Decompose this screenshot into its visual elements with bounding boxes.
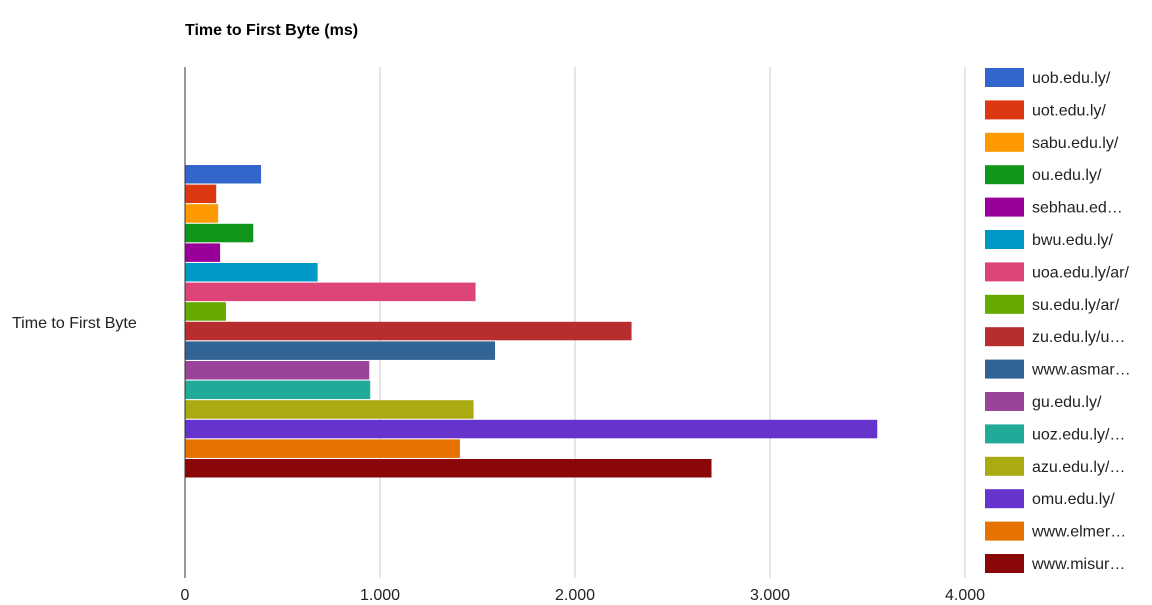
legend-swatch <box>985 100 1024 120</box>
legend-swatch <box>985 392 1024 411</box>
legend-swatch <box>985 521 1024 541</box>
legend-label: ou.edu.ly/ <box>1032 167 1102 184</box>
bar <box>185 243 221 262</box>
bar <box>185 439 460 458</box>
legend-label: www.elmer… <box>1031 524 1126 541</box>
legend-label: sebhau.ed… <box>1032 200 1123 217</box>
legend-label: zu.edu.ly/u… <box>1032 329 1125 346</box>
legend-swatch <box>985 424 1024 444</box>
x-tick-label: 2.000 <box>555 587 595 604</box>
x-tick-label: 4.000 <box>945 587 985 604</box>
legend-swatch <box>985 68 1024 87</box>
legend-label: gu.edu.ly/ <box>1032 394 1102 411</box>
x-tick-label: 3.000 <box>750 587 790 604</box>
legend-label: omu.edu.ly/ <box>1032 491 1115 508</box>
legend-swatch <box>985 262 1024 282</box>
legend-label: azu.edu.ly/… <box>1032 459 1125 476</box>
bar <box>185 380 371 400</box>
legend-swatch <box>985 489 1024 509</box>
legend: uob.edu.ly/uot.edu.ly/sabu.edu.ly/ou.edu… <box>985 68 1131 573</box>
legend-label: sabu.edu.ly/ <box>1032 135 1119 152</box>
bar <box>185 204 219 223</box>
bar <box>185 282 476 302</box>
category-label: Time to First Byte <box>12 315 137 332</box>
chart-title: Time to First Byte (ms) <box>185 22 358 39</box>
legend-label: uob.edu.ly/ <box>1032 70 1111 87</box>
legend-label: uoz.edu.ly/… <box>1032 426 1125 443</box>
legend-swatch <box>985 230 1024 249</box>
bar <box>185 302 226 321</box>
bar <box>185 361 370 380</box>
bar <box>185 341 496 360</box>
bar <box>185 184 217 204</box>
x-axis-ticks: 0 1.000 2.000 3.000 4.000 <box>181 587 986 604</box>
bar <box>185 321 632 341</box>
legend-label: uoa.edu.ly/ar/ <box>1032 264 1130 281</box>
legend-swatch <box>985 294 1024 314</box>
bar <box>185 400 474 419</box>
bar <box>185 165 262 184</box>
bar <box>185 223 254 243</box>
bars <box>185 165 878 478</box>
legend-swatch <box>985 456 1024 476</box>
legend-swatch <box>985 359 1024 379</box>
legend-label: uot.edu.ly/ <box>1032 102 1106 119</box>
legend-swatch <box>985 554 1024 573</box>
bar <box>185 419 878 439</box>
legend-swatch <box>985 327 1024 347</box>
bar <box>185 263 318 282</box>
legend-swatch <box>985 165 1024 185</box>
legend-label: www.asmar… <box>1031 362 1131 379</box>
legend-swatch <box>985 132 1024 152</box>
x-tick-label: 1.000 <box>360 587 400 604</box>
legend-label: su.edu.ly/ar/ <box>1032 297 1120 314</box>
legend-swatch <box>985 197 1024 217</box>
x-tick-label: 0 <box>181 587 190 604</box>
bar <box>185 459 712 478</box>
legend-label: bwu.edu.ly/ <box>1032 232 1113 249</box>
legend-label: www.misur… <box>1031 556 1125 573</box>
